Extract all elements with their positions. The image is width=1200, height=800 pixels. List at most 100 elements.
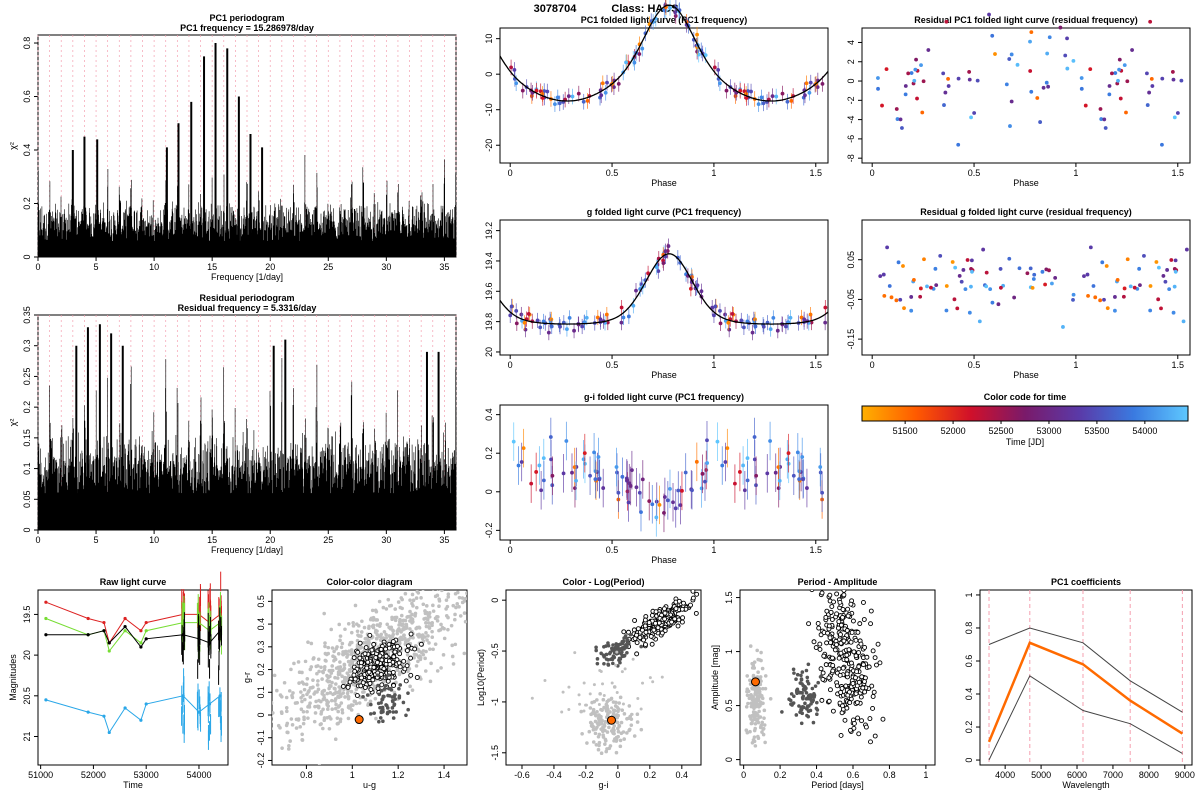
data-point [584,315,589,320]
data-point [368,687,374,692]
data-point [309,686,314,690]
data-point [1154,260,1159,264]
data-point [761,101,766,106]
data-point [770,94,775,99]
data-point [642,623,648,629]
data-point [437,604,441,609]
x-axis-label: u-g [363,780,376,790]
y-axis-label: Magnitudes [8,654,18,701]
data-point [322,667,327,672]
data-point [373,608,378,613]
data-point [334,646,339,651]
data-point [337,622,342,627]
data-point [629,723,634,727]
data-point [998,267,1003,271]
data-point [690,488,694,493]
data-point [336,651,341,656]
data-point [590,724,594,728]
y-tick-label: 0.2 [22,401,32,414]
data-point [874,662,879,668]
data-point [408,598,412,602]
data-point [304,682,309,687]
data-point [752,739,757,744]
x-tick-label: 5000 [1031,770,1051,780]
data-point [584,703,588,707]
y-tick-label: 0 [484,72,494,77]
data-point [648,676,652,680]
data-point [319,665,323,670]
data-point [123,625,127,629]
data-point [373,696,378,701]
data-point [227,780,231,784]
data-point [1181,319,1186,324]
data-point [625,731,629,735]
x-tick-label: 1.5 [810,360,823,370]
data-point [614,663,618,667]
data-point [578,702,582,706]
y-tick-label: 19.6 [484,283,494,301]
data-point [956,76,961,81]
data-point [835,625,841,631]
y-tick-label: 0 [846,79,856,84]
data-point [410,688,415,692]
data-point [825,630,830,636]
x-tick-label: 52500 [989,426,1014,436]
data-point [746,689,751,694]
data-point [854,683,860,689]
data-point [597,718,601,722]
data-point [816,680,820,685]
data-point [750,686,754,690]
data-point [345,691,350,696]
y-tick-label: 19.4 [484,252,494,270]
x-tick-label: 1 [1073,360,1078,370]
data-point [628,727,632,732]
data-point [794,690,799,694]
data-point [1159,306,1163,311]
data-point [397,694,402,698]
data-point [296,718,301,722]
data-point [838,632,843,637]
data-point [800,682,804,686]
data-point [813,684,818,688]
data-point [616,81,621,86]
data-point [944,19,949,24]
data-point [961,268,966,272]
data-point [329,717,333,721]
data-point [422,617,426,621]
data-point [800,670,805,674]
data-point [408,655,414,661]
data-point [791,701,796,705]
data-point [483,569,487,573]
data-point [680,488,684,493]
data-point [823,320,828,325]
data-point [366,669,372,675]
data-point [602,662,606,666]
data-point [311,678,315,682]
data-point [969,115,973,120]
data-point [537,463,542,468]
data-point [605,730,610,734]
data-point [601,486,606,490]
data-point [903,92,908,97]
data-point [788,315,793,320]
data-point [745,730,750,735]
data-point [662,495,667,499]
data-point [289,667,293,672]
data-point [821,653,827,659]
panel-title: Color code for time [984,392,1067,402]
data-point [970,269,974,274]
data-point [478,576,482,580]
data-point [426,614,431,618]
data-point [660,675,664,679]
data-point [977,319,982,324]
data-point [1124,110,1128,115]
x-tick-label: 30 [381,535,391,545]
y-tick-label: 0.25 [22,368,32,386]
panel-title: Residual g folded light curve (residual … [920,207,1132,217]
data-point [876,86,880,91]
data-point [853,637,859,643]
x-tick-label: 15 [207,535,217,545]
data-point [385,622,389,627]
data-point [710,305,715,310]
data-point [614,750,619,755]
